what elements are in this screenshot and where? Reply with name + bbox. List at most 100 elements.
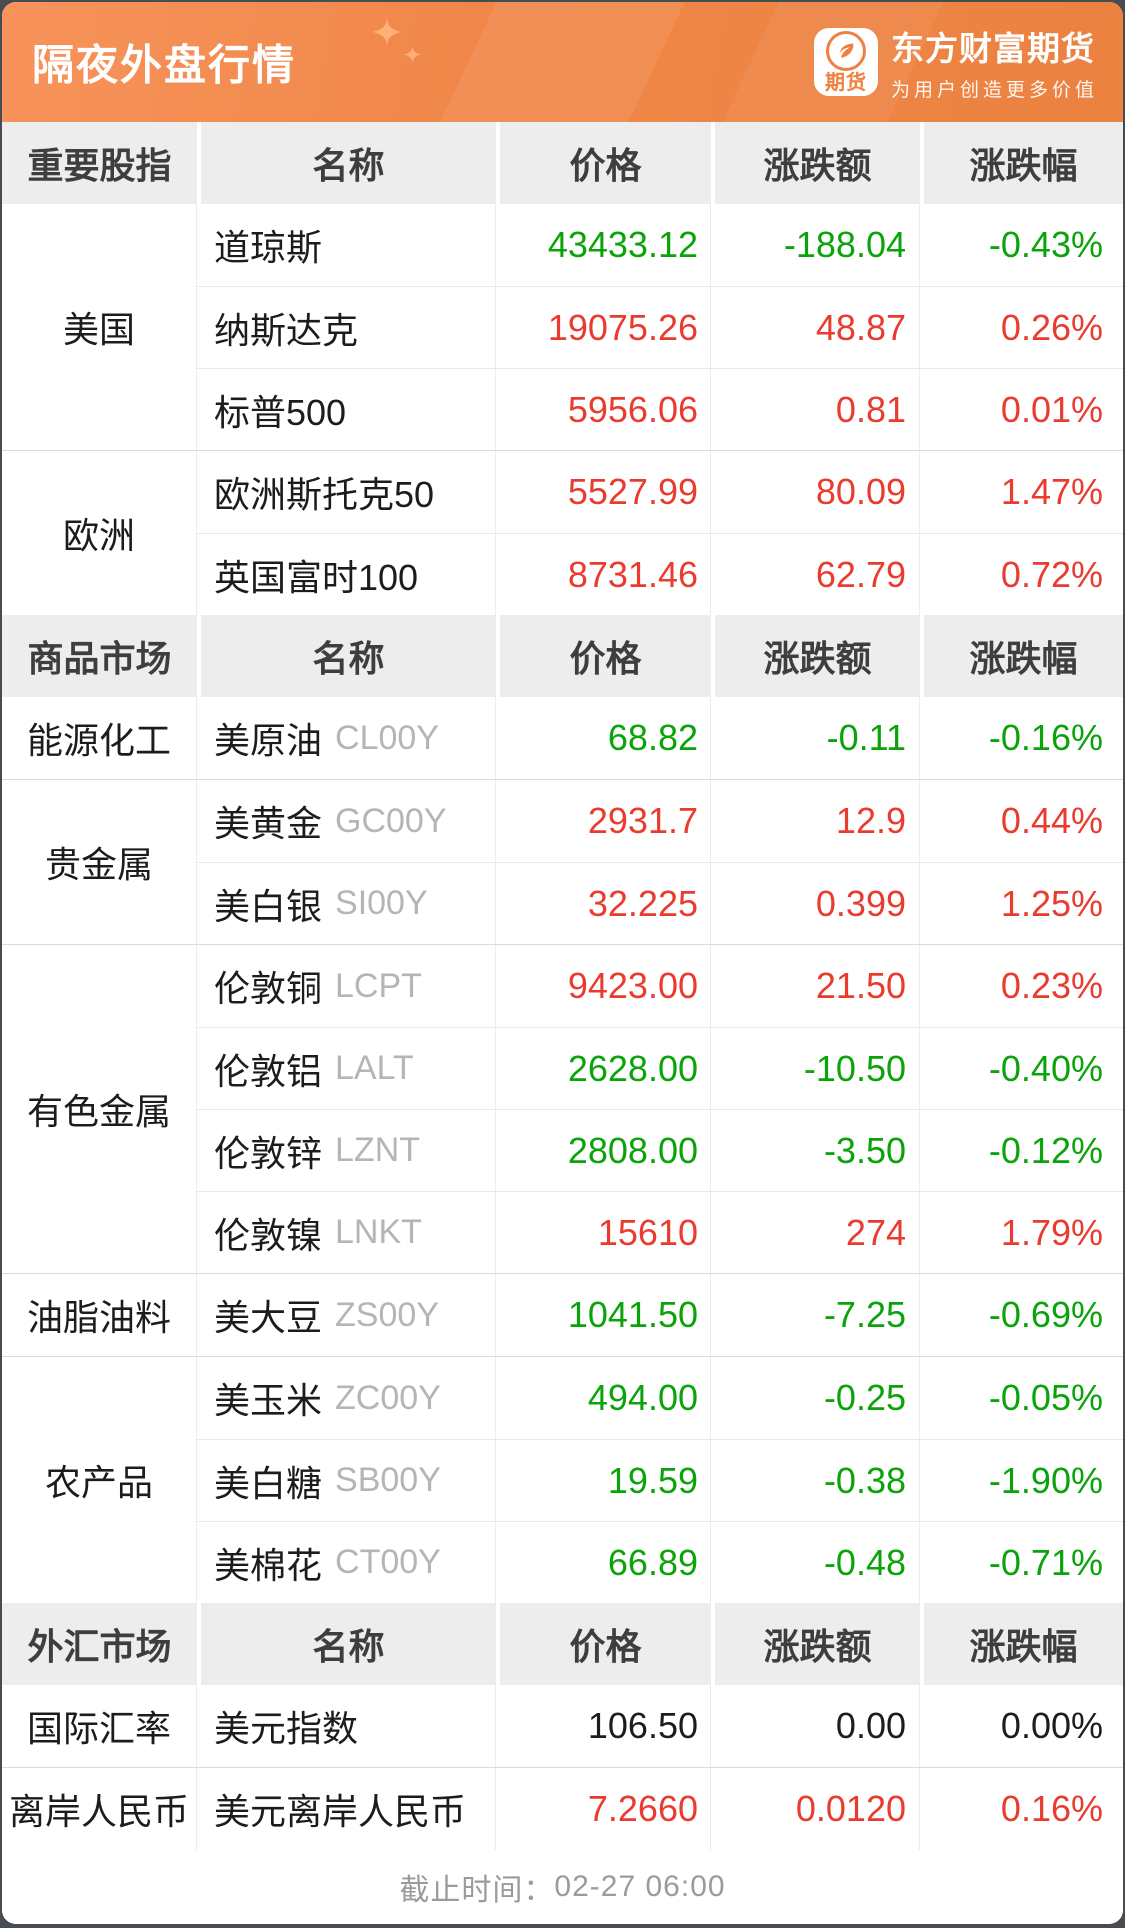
name-cell: 欧洲斯托克50 bbox=[197, 451, 496, 533]
group-label: 有色金属 bbox=[2, 945, 197, 1273]
table-row: 美棉花 CT00Y 66.89 -0.48 -0.71% bbox=[197, 1521, 1123, 1603]
price-cell: 68.82 bbox=[496, 697, 711, 779]
group-rows: 美原油 CL00Y 68.82 -0.11 -0.16% bbox=[197, 697, 1123, 779]
pct-cell: -0.40% bbox=[988, 1047, 1103, 1089]
group-label: 国际汇率 bbox=[2, 1685, 197, 1767]
table-row: 伦敦镍 LNKT 15610 274 1.79% bbox=[197, 1191, 1123, 1273]
pct-cell: -0.12% bbox=[988, 1129, 1103, 1171]
table-row: 美元离岸人民币 7.2660 0.0120 0.16% bbox=[197, 1768, 1123, 1850]
table-row: 道琼斯 43433.12 -188.04 -0.43% bbox=[197, 204, 1123, 286]
column-header: 名称 bbox=[197, 615, 496, 697]
price-cell: 15610 bbox=[496, 1192, 711, 1273]
sparkle-icon bbox=[404, 46, 421, 63]
name-cell: 英国富时100 bbox=[197, 534, 496, 615]
group-rows: 美大豆 ZS00Y 1041.50 -7.25 -0.69% bbox=[197, 1274, 1123, 1356]
name-cell: 道琼斯 bbox=[197, 204, 496, 286]
pct-cell: 0.26% bbox=[1000, 306, 1103, 348]
price-cell: 2931.7 bbox=[496, 780, 711, 862]
instrument-code: CL00Y bbox=[335, 718, 439, 757]
name-cell: 美玉米 ZC00Y bbox=[197, 1357, 496, 1439]
change-cell: 274 bbox=[711, 1192, 920, 1273]
section-header: 商品市场 名称 价格 涨跌额 涨跌幅 bbox=[2, 615, 1123, 697]
pct-cell: -0.69% bbox=[988, 1294, 1103, 1335]
table-row: 美玉米 ZC00Y 494.00 -0.25 -0.05% bbox=[197, 1357, 1123, 1439]
name-cell: 纳斯达克 bbox=[197, 287, 496, 368]
instrument-code: LCPT bbox=[335, 966, 422, 1005]
instrument-name: 美白糖 bbox=[214, 1462, 323, 1504]
pct-cell: -1.90% bbox=[988, 1459, 1103, 1501]
change-cell: -10.50 bbox=[711, 1028, 920, 1109]
group-label: 贵金属 bbox=[2, 780, 197, 944]
table-row: 美白糖 SB00Y 19.59 -0.38 -1.90% bbox=[197, 1439, 1123, 1521]
name-cell: 伦敦锌 LZNT bbox=[197, 1110, 496, 1191]
price-cell: 1041.50 bbox=[496, 1274, 711, 1356]
price-cell: 5956.06 bbox=[496, 369, 711, 450]
name-cell: 美棉花 CT00Y bbox=[197, 1522, 496, 1603]
pct-cell: 1.79% bbox=[1000, 1211, 1103, 1253]
name-cell: 美黄金 GC00Y bbox=[197, 780, 496, 862]
column-header: 名称 bbox=[197, 1603, 496, 1685]
eastmoney-futures-logo-icon: 期货 bbox=[813, 28, 878, 96]
change-cell: 0.81 bbox=[711, 369, 920, 450]
instrument-name: 欧洲斯托克50 bbox=[214, 474, 435, 515]
instrument-code: ZS00Y bbox=[335, 1295, 439, 1334]
name-cell: 伦敦镍 LNKT bbox=[197, 1192, 496, 1273]
instrument-name: 纳斯达克 bbox=[214, 309, 359, 351]
group-label: 离岸人民币 bbox=[2, 1768, 197, 1850]
change-cell: 80.09 bbox=[711, 451, 920, 533]
group-rows: 美元指数 106.50 0.00 0.00% bbox=[197, 1685, 1123, 1767]
change-cell: 48.87 bbox=[711, 287, 920, 368]
change-cell: -3.50 bbox=[711, 1110, 920, 1191]
column-header: 名称 bbox=[197, 122, 496, 204]
pct-cell: 1.47% bbox=[1000, 471, 1103, 512]
price-cell: 8731.46 bbox=[496, 534, 711, 615]
pct-cell: 0.01% bbox=[1000, 388, 1103, 430]
group-rows: 美元离岸人民币 7.2660 0.0120 0.16% bbox=[197, 1768, 1123, 1850]
brand-tagline: 为用户创造更多价值 bbox=[890, 80, 1098, 101]
column-header: 涨跌幅 bbox=[920, 1603, 1123, 1685]
name-cell: 美大豆 ZS00Y bbox=[197, 1274, 496, 1356]
price-cell: 19.59 bbox=[496, 1440, 711, 1521]
instrument-name: 伦敦铝 bbox=[214, 1050, 323, 1092]
sparkle-icon bbox=[373, 18, 401, 46]
brand-block: 期货 东方财富期货 为用户创造更多价值 bbox=[813, 22, 1098, 102]
name-cell: 美白糖 SB00Y bbox=[197, 1440, 496, 1521]
column-header: 涨跌额 bbox=[711, 1603, 920, 1685]
instrument-code: ZC00Y bbox=[335, 1378, 441, 1417]
pct-cell: -0.43% bbox=[988, 224, 1103, 265]
pct-cell: 0.00% bbox=[1000, 1705, 1103, 1746]
table-row: 欧洲斯托克50 5527.99 80.09 1.47% bbox=[197, 451, 1123, 533]
group-rows: 道琼斯 43433.12 -188.04 -0.43% 纳斯达克 19075.26 48.8… bbox=[197, 204, 1123, 450]
instrument-code: SB00Y bbox=[335, 1461, 441, 1499]
section-title: 重要股指 bbox=[2, 122, 197, 204]
section-header: 外汇市场 名称 价格 涨跌额 涨跌幅 bbox=[2, 1603, 1123, 1685]
table-row: 伦敦锌 LZNT 2808.00 -3.50 -0.12% bbox=[197, 1109, 1123, 1191]
pct-cell: -0.71% bbox=[988, 1541, 1103, 1583]
group: 农产品 美玉米 ZC00Y 494.00 -0.25 -0.05% 美白糖 SB00Y 19.5… bbox=[2, 1356, 1123, 1603]
section-title: 商品市场 bbox=[2, 615, 197, 697]
name-cell: 美原油 CL00Y bbox=[197, 697, 496, 779]
column-header: 涨跌额 bbox=[711, 615, 920, 697]
instrument-name: 美玉米 bbox=[214, 1380, 323, 1421]
instrument-name: 伦敦锌 bbox=[214, 1132, 323, 1174]
name-cell: 美元离岸人民币 bbox=[197, 1768, 496, 1850]
table-row: 纳斯达克 19075.26 48.87 0.26% bbox=[197, 286, 1123, 368]
group-rows: 美黄金 GC00Y 2931.7 12.9 0.44% 美白银 SI00Y 32.225 0.3… bbox=[197, 780, 1123, 944]
group-rows: 美玉米 ZC00Y 494.00 -0.25 -0.05% 美白糖 SB00Y 19.59 -0… bbox=[197, 1357, 1123, 1603]
price-cell: 2808.00 bbox=[496, 1110, 711, 1191]
table-row: 伦敦铝 LALT 2628.00 -10.50 -0.40% bbox=[197, 1027, 1123, 1109]
price-cell: 43433.12 bbox=[496, 204, 711, 286]
instrument-name: 美元指数 bbox=[214, 1708, 359, 1749]
name-cell: 标普500 bbox=[197, 369, 496, 450]
table-row: 美原油 CL00Y 68.82 -0.11 -0.16% bbox=[197, 697, 1123, 779]
group: 贵金属 美黄金 GC00Y 2931.7 12.9 0.44% 美白银 SI00Y 32.225… bbox=[2, 779, 1123, 944]
logo-icon-label: 期货 bbox=[824, 72, 867, 94]
page-title: 隔夜外盘行情 bbox=[32, 41, 297, 89]
change-cell: -188.04 bbox=[711, 204, 920, 286]
change-cell: -7.25 bbox=[711, 1274, 920, 1356]
table-row: 美白银 SI00Y 32.225 0.399 1.25% bbox=[197, 862, 1123, 944]
instrument-name: 美白银 bbox=[214, 885, 323, 927]
price-cell: 32.225 bbox=[496, 863, 711, 944]
price-cell: 5527.99 bbox=[496, 451, 711, 533]
